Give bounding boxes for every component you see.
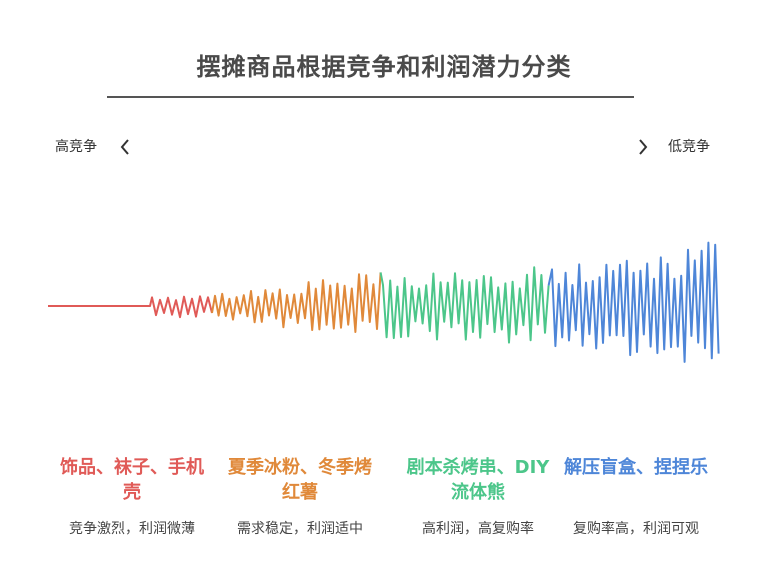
wave-segment-red [48,295,213,319]
chevron-left-icon [120,139,129,155]
page-title: 摆摊商品根据竞争和利润潜力分类 [196,53,572,81]
category-seasonal-food: 夏季冰粉、冬季烤红薯 [220,455,380,505]
category-accessories: 饰品、袜子、手机壳 [52,455,212,505]
wave-segment-blue [547,241,720,363]
wave-segment-orange [211,272,382,333]
title-divider [107,96,634,98]
category-experience: 剧本杀烤串、DIY流体熊 [398,455,558,505]
category-desc: 需求稳定，利润适中 [237,521,363,537]
chevron-right-icon [639,139,648,155]
category-title: 饰品、袜子、手机壳 [60,457,204,503]
high-competition-label: 高竞争 [55,139,97,155]
category-title: 剧本杀烤串、DIY流体熊 [406,457,550,503]
category-title: 夏季冰粉、冬季烤红薯 [228,457,372,503]
category-desc: 竞争激烈，利润微薄 [69,521,195,537]
category-desc: 高利润，高复购率 [422,521,534,537]
low-competition-label: 低竞争 [668,139,710,155]
category-blind-box: 解压盲盒、捏捏乐 [556,455,716,480]
category-desc: 复购率高，利润可观 [573,521,699,537]
category-title: 解压盲盒、捏捏乐 [564,457,708,478]
wave-segment-green [379,266,550,344]
